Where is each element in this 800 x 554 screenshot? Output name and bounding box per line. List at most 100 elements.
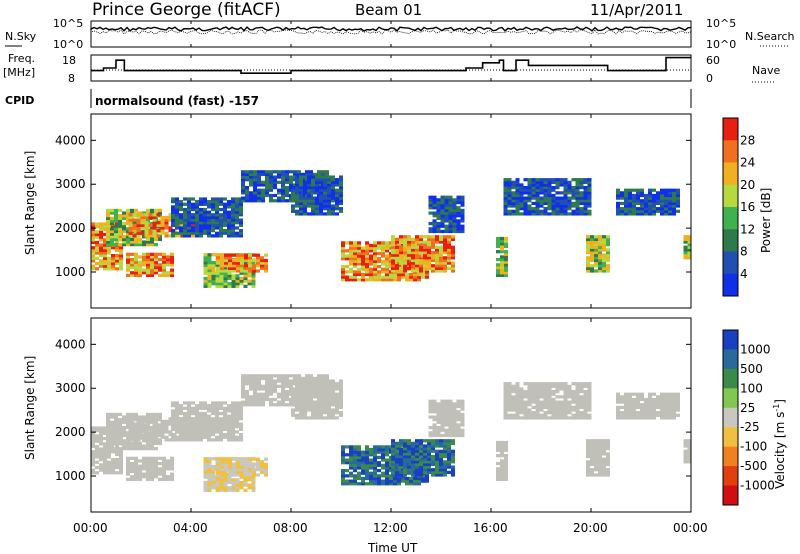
power-cell	[215, 215, 219, 220]
velocity-cell	[504, 477, 508, 481]
power-cell	[660, 188, 664, 192]
power-cell	[103, 248, 107, 252]
velocity-cell	[303, 387, 307, 391]
power-cell	[207, 266, 212, 270]
power-cell	[285, 178, 289, 182]
velocity-cell	[232, 468, 236, 472]
power-cell	[563, 204, 568, 208]
power-cell	[535, 207, 540, 211]
velocity-cell	[118, 447, 122, 451]
power-cell	[162, 263, 166, 267]
power-cell	[432, 229, 437, 234]
power-cell	[261, 193, 265, 198]
velocity-cell	[590, 444, 594, 448]
velocity-cell	[361, 482, 365, 486]
velocity-cell	[559, 387, 564, 391]
velocity-cell	[335, 395, 339, 399]
velocity-cell	[170, 467, 174, 471]
power-cell	[511, 209, 516, 213]
velocity-cell	[299, 387, 303, 391]
power-cell	[195, 215, 199, 220]
power-cell	[223, 197, 227, 201]
velocity-cell	[265, 384, 269, 388]
velocity-cell	[407, 439, 411, 443]
velocity-cell	[146, 459, 150, 463]
velocity-cell	[563, 408, 568, 412]
velocity-cell	[523, 382, 528, 386]
velocity-cell	[171, 427, 175, 431]
power-cell	[232, 264, 236, 268]
velocity-cell	[606, 454, 610, 459]
power-cell	[523, 207, 528, 211]
velocity-cell	[357, 453, 361, 457]
power-cell	[130, 237, 134, 242]
velocity-cell	[439, 470, 443, 474]
velocity-cell	[323, 379, 327, 383]
power-cell	[236, 269, 240, 273]
velocity-cell	[160, 427, 165, 431]
velocity-cell	[215, 406, 219, 410]
velocity-cell	[162, 461, 166, 466]
power-cell	[504, 263, 508, 267]
velocity-cell	[265, 376, 269, 381]
power-cell	[187, 215, 191, 220]
power-cell	[231, 279, 236, 283]
power-cell	[624, 193, 628, 198]
power-cell	[136, 215, 141, 220]
velocity-cell	[393, 479, 397, 483]
velocity-cell	[391, 460, 395, 464]
power-cell	[227, 205, 231, 209]
power-cell	[339, 207, 343, 211]
power-cell	[575, 212, 580, 216]
power-cell	[144, 223, 149, 227]
velocity-cell	[295, 397, 299, 402]
power-cell	[199, 210, 203, 214]
power-cell	[519, 196, 524, 200]
velocity-cell	[353, 445, 357, 449]
power-cell	[439, 240, 443, 244]
power-cell	[227, 223, 231, 227]
power-cell	[311, 207, 315, 211]
velocity-cell	[349, 461, 353, 465]
power-cell	[160, 228, 165, 233]
power-cell	[136, 228, 141, 233]
velocity-cell	[594, 441, 598, 446]
power-cell	[644, 199, 648, 203]
velocity-cell	[460, 404, 465, 409]
velocity-cell	[590, 457, 594, 461]
power-cell	[261, 170, 265, 174]
velocity-cell	[377, 447, 381, 452]
date-title: 11/Apr/2011	[590, 1, 683, 19]
velocity-cell	[160, 435, 165, 439]
power-cell	[126, 221, 130, 226]
power-cell	[95, 225, 99, 229]
velocity-cell	[349, 471, 353, 475]
velocity-cell	[395, 468, 399, 472]
velocity-cell	[443, 439, 447, 443]
power-cell	[303, 201, 307, 206]
power-cell	[594, 235, 598, 239]
velocity-cell	[110, 431, 114, 435]
power-cell	[303, 196, 307, 200]
power-cell	[211, 253, 216, 257]
power-cell	[423, 256, 427, 260]
velocity-cell	[150, 464, 154, 468]
velocity-cell	[636, 392, 640, 396]
power-cell	[223, 205, 227, 209]
power-cell	[563, 199, 568, 203]
power-cell	[452, 214, 457, 218]
velocity-cell	[331, 389, 335, 394]
velocity-cell	[636, 405, 640, 410]
velocity-cell	[154, 447, 158, 451]
velocity-cell	[215, 457, 220, 461]
velocity-cell	[240, 465, 244, 469]
velocity-cell	[223, 406, 227, 410]
velocity-cell	[547, 405, 552, 410]
power-cell	[377, 278, 381, 282]
velocity-cell	[241, 395, 245, 399]
velocity-cell	[223, 414, 227, 418]
power-cell	[606, 250, 610, 255]
velocity-cell	[156, 438, 161, 442]
velocity-cell	[261, 384, 265, 388]
power-cell	[243, 279, 248, 283]
